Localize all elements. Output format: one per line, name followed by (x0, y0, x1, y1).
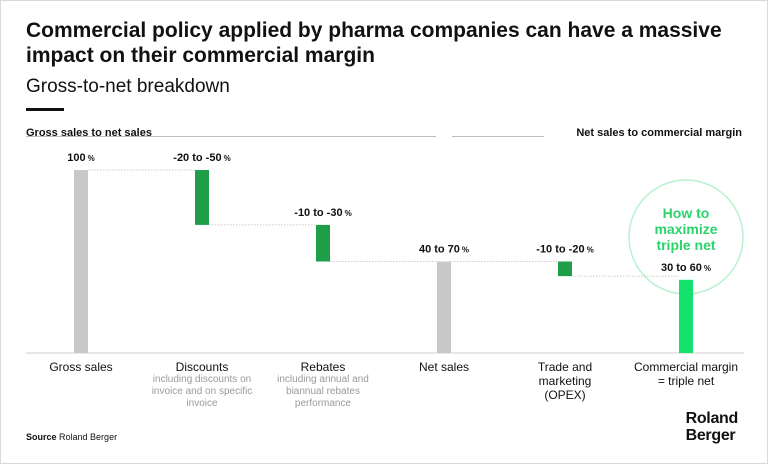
bar-3 (437, 261, 451, 353)
bar-4 (558, 261, 572, 277)
category-label-1: Discounts including discounts on invoice … (143, 360, 261, 410)
bar-2 (316, 224, 330, 262)
section-divider-right (452, 136, 544, 137)
data-label-5: 30 to 60% (661, 262, 711, 274)
category-label-5: Commercial margin = triple net (633, 360, 739, 388)
data-label-1: -20 to -50% (173, 152, 230, 164)
section-label-net-to-margin: Net sales to commercial margin (576, 127, 742, 139)
category-note-2: including annual and biannual rebates pe… (277, 374, 369, 409)
chart-subtitle: Gross-to-net breakdown (26, 76, 230, 97)
title-underline (26, 108, 64, 111)
logo-line-1: Roland (685, 410, 739, 427)
category-label-3: Net sales (418, 360, 470, 374)
highlight-text-line-2: triple net (656, 237, 715, 253)
bar-1 (195, 170, 209, 225)
category-label-0: Gross sales (49, 360, 113, 374)
chart-title: Commercial policy applied by pharma comp… (26, 19, 722, 67)
source-text: Roland Berger (59, 432, 118, 442)
source-label: Source (26, 432, 57, 442)
data-label-4: -10 to -20% (536, 244, 593, 256)
category-label-2: Rebates including annual and biannual reb… (264, 360, 382, 410)
bar-0 (74, 170, 88, 353)
source-note: Source Roland Berger (26, 432, 117, 442)
highlight-text-line-0: How to (663, 205, 710, 221)
section-divider-left (26, 136, 436, 137)
data-label-3: 40 to 70% (419, 244, 469, 256)
category-note-1: including discounts on invoice and on sp… (151, 374, 253, 409)
logo-line-2: Berger (685, 427, 736, 444)
highlight-text-line-1: maximize (654, 221, 717, 237)
category-label-4: Trade and marketing (OPEX) (537, 360, 593, 402)
data-label-2: -10 to -30% (294, 207, 351, 219)
bar-5 (679, 279, 693, 353)
data-label-0: 100% (67, 152, 94, 164)
roland-berger-logo: Roland Berger (685, 410, 739, 444)
